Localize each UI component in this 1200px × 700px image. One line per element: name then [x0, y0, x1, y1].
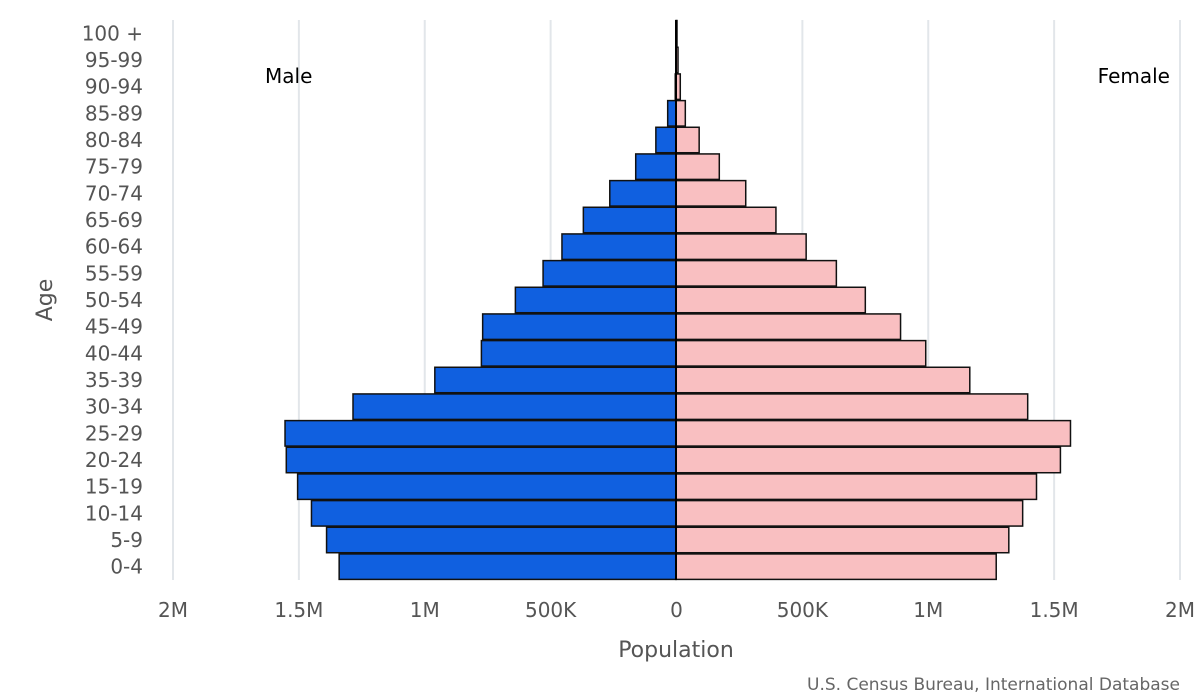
- y-tick-label: 10-14: [85, 501, 143, 525]
- y-tick-label: 5-9: [110, 528, 143, 552]
- female-bar: [675, 419, 1072, 447]
- male-bar: [352, 393, 677, 421]
- female-bar: [675, 206, 777, 234]
- male-bar: [481, 313, 677, 341]
- y-axis-title: Age: [33, 279, 58, 322]
- female-bar: [675, 366, 971, 394]
- x-tick-label: 1M: [913, 598, 943, 622]
- y-tick-label: 60-64: [85, 235, 143, 259]
- male-bar: [514, 286, 677, 314]
- female-bar: [675, 126, 700, 154]
- x-tick-label: 1.5M: [274, 598, 323, 622]
- female-bar: [675, 473, 1038, 501]
- male-bar: [434, 366, 677, 394]
- female-bar: [675, 313, 902, 341]
- male-bar: [609, 179, 677, 207]
- male-bar: [480, 339, 677, 367]
- female-bar: [675, 393, 1029, 421]
- source-credit: U.S. Census Bureau, International Databa…: [807, 675, 1180, 695]
- male-bar: [666, 99, 677, 127]
- x-tick-label: 0: [670, 598, 683, 622]
- y-tick-label: 40-44: [85, 341, 143, 365]
- female-bar: [675, 259, 838, 287]
- female-bar: [675, 553, 997, 581]
- y-tick-label: 15-19: [85, 475, 143, 499]
- y-tick-label: 75-79: [85, 155, 143, 179]
- female-bar: [675, 286, 867, 314]
- y-tick-label: 70-74: [85, 181, 143, 205]
- male-bar: [655, 126, 677, 154]
- y-tick-label: 80-84: [85, 128, 143, 152]
- female-bar: [675, 233, 807, 261]
- x-axis-title: Population: [618, 638, 734, 663]
- male-bar: [285, 446, 677, 474]
- y-tick-label: 95-99: [85, 48, 143, 72]
- bars: [284, 19, 1072, 581]
- y-tick-label: 25-29: [85, 421, 143, 445]
- x-tick-label: 1.5M: [1030, 598, 1079, 622]
- male-bar: [582, 206, 677, 234]
- x-tick-label: 500K: [777, 598, 829, 622]
- y-tick-label: 65-69: [85, 208, 143, 232]
- male-bar: [634, 153, 677, 181]
- male-label: Male: [265, 64, 312, 88]
- female-bar: [675, 526, 1010, 554]
- y-tick-label: 35-39: [85, 368, 143, 392]
- x-tick-label: 2M: [1165, 598, 1195, 622]
- y-tick-label: 0-4: [110, 555, 143, 579]
- y-tick-label: 45-49: [85, 315, 143, 339]
- x-tick-label: 500K: [525, 598, 577, 622]
- x-tick-label: 2M: [158, 598, 188, 622]
- female-bar: [675, 499, 1024, 527]
- male-bar: [561, 233, 677, 261]
- y-tick-label: 30-34: [85, 395, 143, 419]
- y-tick-label: 55-59: [85, 261, 143, 285]
- female-bar: [675, 339, 927, 367]
- x-tick-label: 1M: [410, 598, 440, 622]
- female-bar: [675, 153, 721, 181]
- male-bar: [542, 259, 677, 287]
- female-label: Female: [1098, 64, 1170, 88]
- male-bar: [310, 499, 677, 527]
- male-bar: [284, 419, 677, 447]
- y-tick-label: 100 +: [82, 21, 143, 45]
- female-bar: [675, 99, 687, 127]
- female-bar: [675, 446, 1062, 474]
- y-tick-label: 50-54: [85, 288, 143, 312]
- y-tick-label: 90-94: [85, 75, 143, 99]
- female-bar: [675, 179, 747, 207]
- male-bar: [338, 553, 677, 581]
- male-bar: [296, 473, 677, 501]
- male-bar: [325, 526, 677, 554]
- population-tick-labels: 2M 1.5M 1M 500K 0 500K 1M 1.5M 2M: [158, 598, 1195, 622]
- y-tick-label: 20-24: [85, 448, 143, 472]
- y-tick-label: 85-89: [85, 101, 143, 125]
